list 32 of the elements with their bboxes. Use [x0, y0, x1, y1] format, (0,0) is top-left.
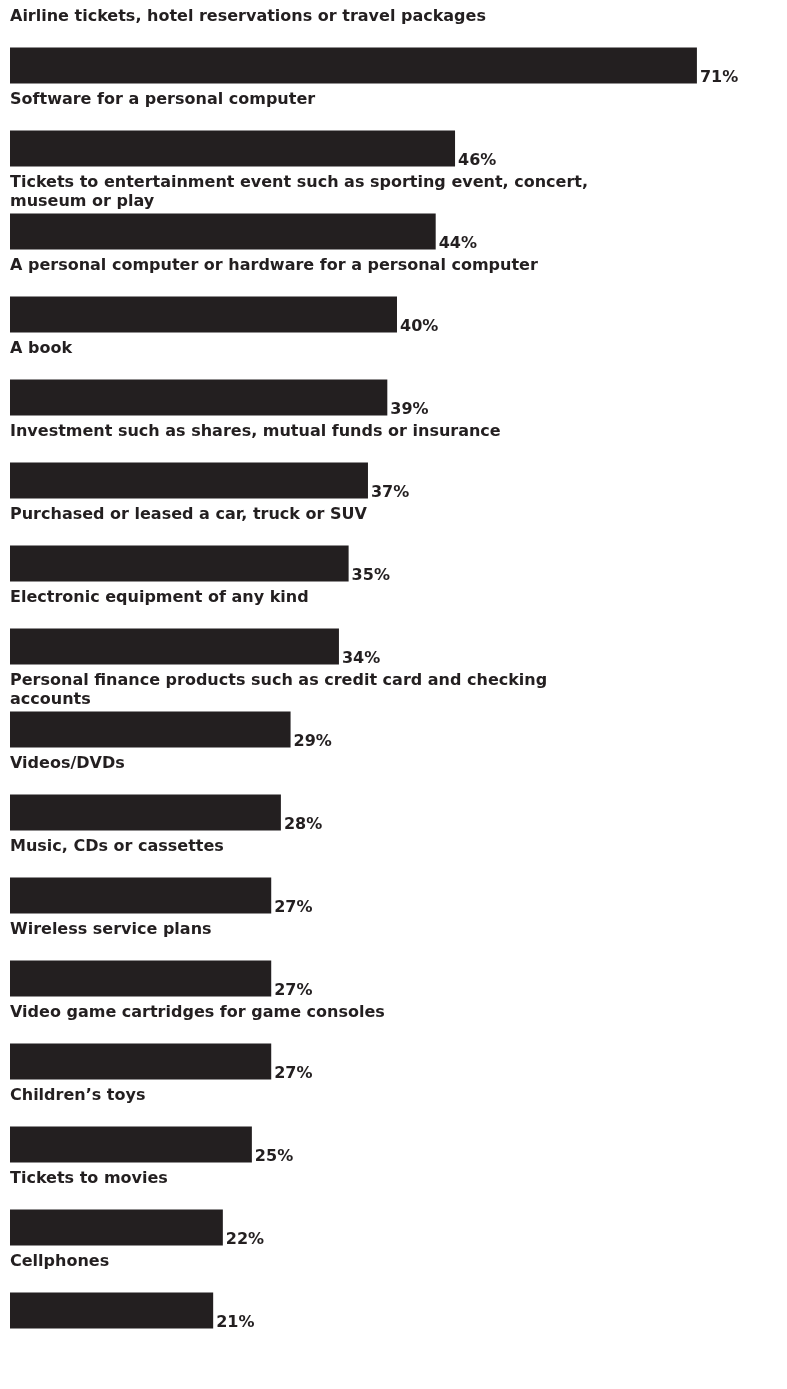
- y-tick-label: Wireless service plans: [10, 919, 212, 938]
- data-label: 44%: [438, 232, 477, 252]
- data-label: 35%: [351, 564, 390, 584]
- data-label: 27%: [274, 1062, 313, 1082]
- y-tick-label: Tickets to movies: [10, 1168, 168, 1187]
- data-label: 46%: [458, 149, 497, 169]
- y-tick-label: Music, CDs or cassettes: [10, 836, 224, 855]
- data-label: 25%: [254, 1145, 294, 1165]
- data-label: 37%: [370, 481, 410, 501]
- y-tick-label: Tickets to entertainment event such as sporting event, concert, museum or play: [10, 172, 589, 210]
- data-label: 22%: [225, 1228, 265, 1248]
- data-label: 39%: [390, 398, 429, 418]
- y-tick-label: Electronic equipment of any kind: [10, 587, 309, 606]
- y-tick-label: Investment such as shares, mutual funds or insurance: [10, 421, 501, 440]
- data-label: 21%: [216, 1311, 255, 1331]
- y-tick-label: Videos/DVDs: [10, 753, 125, 772]
- data-label: 34%: [341, 647, 381, 667]
- y-tick-label: A book: [10, 338, 73, 357]
- y-tick-label: Personal finance products such as credit card and checking accounts: [10, 670, 548, 708]
- data-label: 71%: [699, 66, 739, 86]
- y-tick-label: Purchased or leased a car, truck or SUV: [10, 504, 368, 523]
- data-label: 27%: [274, 979, 313, 999]
- y-tick-label: Children’s toys: [10, 1085, 146, 1104]
- y-tick-label: Software for a personal computer: [10, 89, 316, 108]
- data-label: 29%: [293, 730, 332, 750]
- y-tick-label: Airline tickets, hotel reservations or travel packages: [10, 6, 486, 25]
- y-tick-label: Cellphones: [10, 1251, 110, 1270]
- data-label: 40%: [399, 315, 439, 335]
- data-label: 27%: [274, 896, 313, 916]
- y-tick-label: Video game cartridges for game consoles: [10, 1002, 385, 1021]
- data-label: 28%: [283, 813, 323, 833]
- y-tick-label: A personal computer or hardware for a personal computer: [10, 255, 538, 274]
